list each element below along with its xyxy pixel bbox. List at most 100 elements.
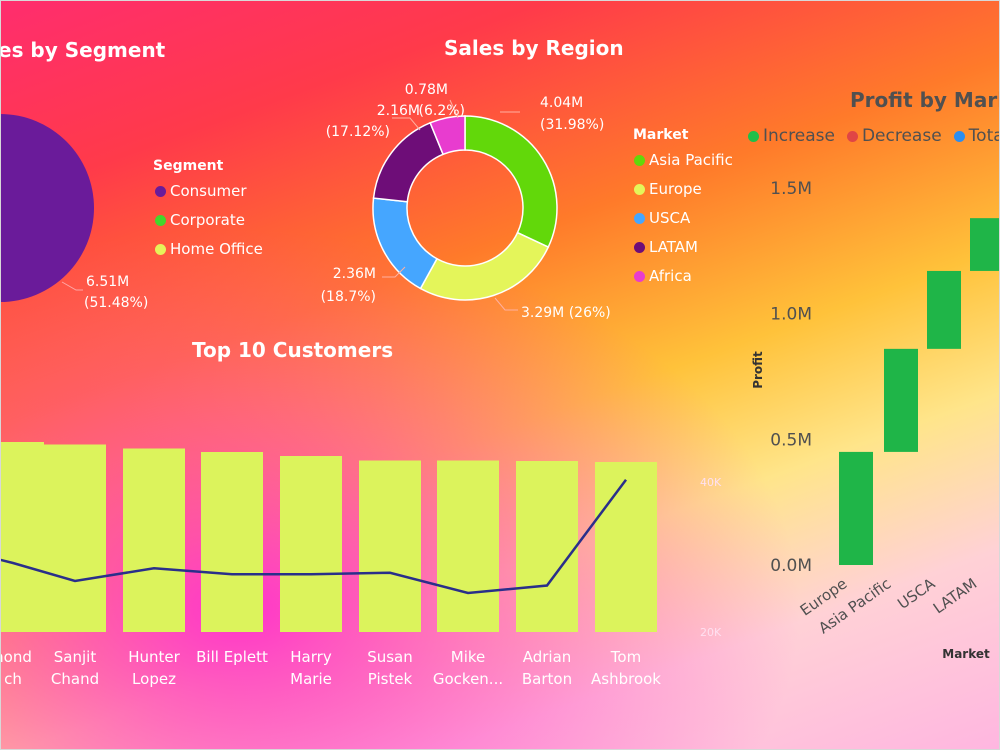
customers-y2-tick-20k: 20K — [700, 626, 722, 639]
profit-legend-item-decrease[interactable]: Decrease — [846, 126, 942, 146]
legend-dot — [634, 242, 645, 253]
segment-value-label: 6.51M — [86, 274, 129, 290]
region-leader-line — [494, 297, 518, 311]
customer-line[interactable] — [0, 479, 628, 595]
legend-dot — [634, 271, 645, 282]
profit-bar-europe[interactable] — [839, 451, 873, 565]
region-pct-label-usca: (18.7%) — [321, 289, 376, 305]
region-legend-item-latam[interactable]: LATAM — [634, 238, 698, 256]
legend-dot — [634, 184, 645, 195]
profit-xlabel: Market — [942, 647, 990, 661]
segment-leader-line — [61, 281, 83, 291]
region-slice-asia-pacific[interactable] — [464, 115, 558, 249]
segment-legend-title: Segment — [153, 158, 224, 174]
legend-label: Increase — [763, 126, 835, 146]
region-value-label-latam: 2.16M — [377, 103, 420, 119]
legend-label: Asia Pacific — [649, 151, 733, 169]
customer-label-3-0: Bill Eplett — [196, 648, 268, 666]
customer-label-6-0: Mike — [451, 648, 486, 666]
region-leader-line — [382, 266, 406, 278]
customer-label-7-1: Barton — [522, 670, 572, 688]
customer-bar-0[interactable] — [0, 442, 44, 632]
region-value-label-europe: 3.29M (26%) — [521, 305, 611, 321]
legend-dot — [846, 131, 858, 142]
legend-label: Corporate — [170, 211, 245, 229]
legend-dot — [155, 215, 166, 226]
customer-label-4-1: Marie — [290, 670, 332, 688]
segment-legend-item-home-office[interactable]: Home Office — [155, 240, 263, 258]
region-legend-item-usca[interactable]: USCA — [634, 209, 690, 227]
profit-legend-item-total[interactable]: Total — [953, 126, 1000, 146]
segment-pct-label: (51.48%) — [84, 295, 148, 311]
legend-label: LATAM — [649, 238, 698, 256]
legend-dot — [748, 131, 759, 142]
segment-pie: 6.51M (51.48%) — [0, 114, 148, 311]
region-leader-line — [392, 117, 421, 131]
legend-label: Decrease — [861, 126, 942, 146]
region-donut: 4.04M (31.98%) 3.29M (26%) 2.36M (18.7%) 2.16… — [321, 82, 611, 321]
profit-ytick-1-0m: 1.0M — [770, 305, 812, 325]
region-pct-label-africa: (6.2%) — [419, 103, 466, 119]
segment-slice-consumer[interactable] — [0, 114, 94, 302]
customer-label-8-1: Ashbrook — [591, 670, 661, 688]
region-legend-item-africa[interactable]: Africa — [634, 267, 692, 285]
region-leader-line — [449, 99, 459, 119]
region-slice-africa[interactable] — [429, 115, 466, 156]
customer-label-6-1: Gocken... — [433, 670, 503, 688]
customers-combo-chart: 40K 20K hond ch Sanjit Chand Hunter Lopez Bill E… — [0, 442, 722, 688]
profit-bar-latam[interactable] — [970, 218, 1000, 271]
customer-label-0-1: ch — [4, 670, 22, 688]
region-pct-label-latam: (17.12%) — [326, 124, 390, 140]
legend-dot — [953, 131, 965, 142]
customer-label-4-0: Harry — [290, 648, 332, 666]
customer-bar-5[interactable] — [359, 460, 421, 633]
customers-y2-tick-40k: 40K — [700, 476, 722, 489]
profit-chart-title: Profit by Marke — [850, 88, 1000, 112]
legend-dot — [155, 186, 166, 197]
region-value-label-africa: 0.78M — [405, 82, 448, 98]
profit-ytick-1-5m: 1.5M — [770, 179, 812, 199]
customer-bar-3[interactable] — [201, 452, 263, 632]
legend-label: Europe — [649, 180, 702, 198]
customer-bar-6[interactable] — [437, 460, 499, 633]
region-value-label-usca: 2.36M — [333, 266, 376, 282]
region-legend-item-europe[interactable]: Europe — [634, 180, 702, 198]
customer-label-2-1: Lopez — [132, 670, 176, 688]
customer-bar-2[interactable] — [123, 448, 185, 633]
legend-label: Consumer — [170, 182, 247, 200]
customer-label-8-0: Tom — [610, 648, 641, 666]
legend-dot — [634, 213, 645, 224]
profit-legend: Increase Decrease Total — [748, 126, 1000, 146]
profit-legend-item-increase[interactable]: Increase — [748, 126, 835, 146]
legend-dot — [634, 155, 645, 166]
profit-ytick-0-5m: 0.5M — [770, 430, 812, 450]
region-legend-title: Market — [633, 127, 689, 143]
profit-ylabel: Profit — [751, 351, 765, 389]
customer-label-7-0: Adrian — [523, 648, 572, 666]
profit-ytick-0-0m: 0.0M — [770, 556, 812, 576]
legend-label: Home Office — [170, 240, 263, 258]
segment-legend-item-corporate[interactable]: Corporate — [155, 211, 245, 229]
profit-bar-usca[interactable] — [927, 270, 961, 349]
customers-chart-title: Top 10 Customers — [192, 338, 394, 362]
segment-legend-item-consumer[interactable]: Consumer — [155, 182, 247, 200]
customer-bar-8[interactable] — [595, 462, 657, 632]
region-chart-title: Sales by Region — [444, 36, 624, 60]
legend-label: Africa — [649, 267, 692, 285]
customer-bar-1[interactable] — [44, 444, 106, 633]
customer-bar-7[interactable] — [516, 461, 578, 632]
profit-bar-asia-pacific[interactable] — [884, 348, 918, 452]
region-legend-item-asia-pacific[interactable]: Asia Pacific — [634, 151, 733, 169]
region-value-label-asia-pacific: 4.04M — [540, 95, 583, 111]
segment-chart-title: es by Segment — [0, 38, 166, 62]
customer-label-5-0: Susan — [367, 648, 413, 666]
legend-dot — [155, 244, 166, 255]
customer-label-1-0: Sanjit — [54, 648, 97, 666]
region-pct-label-asia-pacific: (31.98%) — [540, 117, 604, 133]
legend-label: USCA — [649, 209, 691, 227]
customer-bar-4[interactable] — [280, 456, 342, 632]
customer-label-2-0: Hunter — [128, 648, 180, 666]
customer-label-1-1: Chand — [51, 670, 99, 688]
